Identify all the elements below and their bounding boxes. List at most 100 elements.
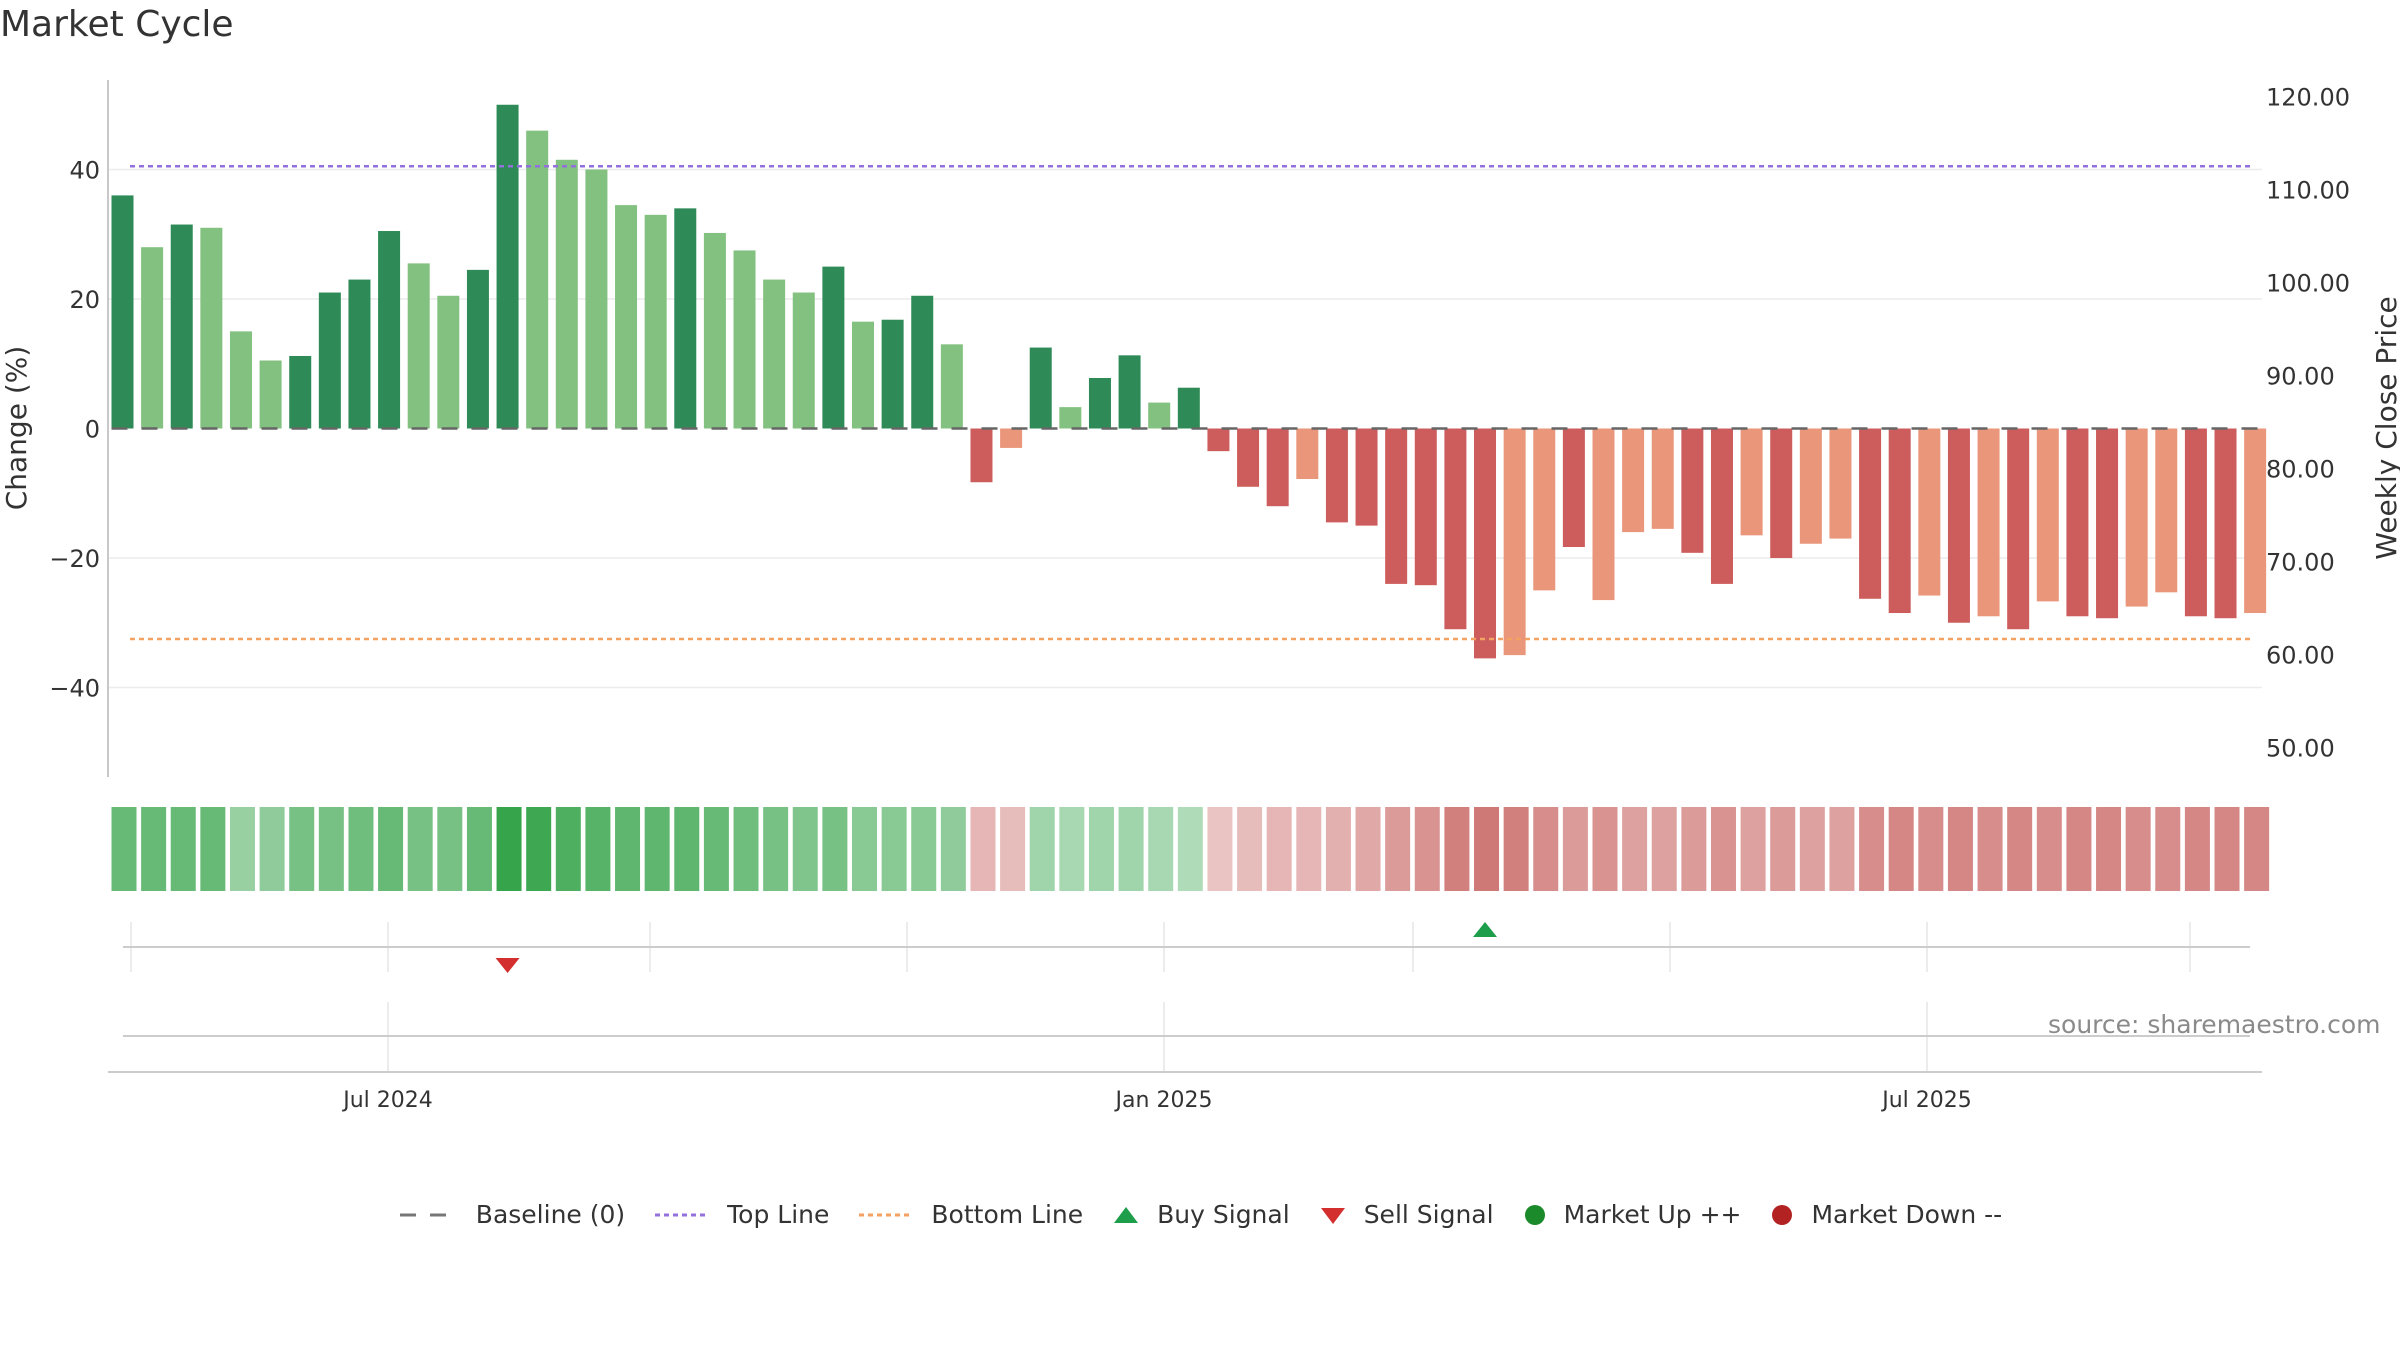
dotted-line-purple-icon: [655, 1213, 710, 1216]
legend-market-down[interactable]: Market Down --: [1769, 1200, 2002, 1229]
bar: [733, 250, 756, 429]
bar: [555, 159, 578, 429]
legend-bottom-line[interactable]: Bottom Line: [857, 1200, 1083, 1229]
legend-top-line[interactable]: Top Line: [653, 1200, 829, 1229]
heat-cell: [2155, 807, 2181, 891]
x-tick-label: Jul 2025: [1880, 1088, 1972, 1113]
bar: [2066, 428, 2089, 617]
circle-green-icon: [1524, 1204, 1545, 1225]
y-tick-label: −40: [49, 675, 100, 703]
bar: [1148, 402, 1171, 429]
bar: [200, 227, 223, 429]
bar: [1207, 428, 1230, 452]
bar: [1503, 428, 1526, 656]
bar: [763, 279, 786, 429]
heat-cell: [852, 807, 877, 891]
heat-cell: [170, 807, 196, 891]
heat-cell: [2244, 807, 2270, 891]
heat-strip: [111, 807, 2270, 891]
heat-cell: [644, 807, 670, 891]
heat-cell: [822, 807, 848, 891]
legend-sell-signal[interactable]: Sell Signal: [1318, 1200, 1494, 1229]
bar: [1355, 428, 1378, 526]
dashed-line-icon: [399, 1213, 458, 1216]
reference-lines: [111, 165, 2267, 641]
y2-tick-label: 80.00: [2266, 455, 2335, 483]
bar: [318, 292, 341, 429]
legend-market-up-label: Market Up ++: [1563, 1200, 1742, 1229]
bar: [348, 279, 371, 429]
heat-cell: [1474, 807, 1500, 891]
heat-cell: [2214, 807, 2240, 891]
heat-cell: [111, 807, 137, 891]
sell-signal-marker: [495, 958, 520, 973]
bar: [881, 319, 904, 429]
bar: [1029, 347, 1052, 429]
heat-cell: [1977, 807, 2003, 891]
bar: [1799, 428, 1822, 544]
y-tick-label: 20: [69, 286, 100, 314]
heat-cell: [1414, 807, 1440, 891]
legend-sell-signal-label: Sell Signal: [1363, 1200, 1494, 1229]
heat-cell: [229, 807, 255, 891]
chart-title: Market Cycle: [0, 4, 234, 45]
heat-cell: [141, 807, 167, 891]
bar: [1859, 428, 1882, 599]
bar: [1266, 428, 1289, 507]
bar: [2214, 428, 2237, 619]
heat-cell: [585, 807, 611, 891]
bar: [1000, 428, 1023, 448]
heat-cell: [2066, 807, 2092, 891]
heat-cell: [1651, 807, 1677, 891]
heat-cell: [1385, 807, 1411, 891]
bar: [1444, 428, 1467, 630]
heat-cell: [2096, 807, 2122, 891]
heat-cell: [703, 807, 729, 891]
heat-cell: [1740, 807, 1766, 891]
heat-cell: [348, 807, 374, 891]
circle-red-icon: [1772, 1204, 1793, 1225]
bar: [2244, 428, 2267, 614]
heat-cell: [555, 807, 581, 891]
bar: [1533, 428, 1556, 591]
heat-cell: [289, 807, 315, 891]
heat-cell: [1148, 807, 1174, 891]
bar: [259, 360, 282, 429]
bar: [1237, 428, 1260, 487]
legend-baseline[interactable]: Baseline (0): [398, 1200, 625, 1229]
heat-cell: [1207, 807, 1233, 891]
bar: [466, 269, 489, 429]
source-credit: source: sharemaestro.com: [2048, 1010, 2381, 1039]
heat-cell: [970, 807, 996, 891]
bar: [615, 205, 638, 429]
heat-cell: [1533, 807, 1559, 891]
heat-cell: [378, 807, 404, 891]
triangle-up-icon: [1114, 1206, 1139, 1223]
bar: [940, 344, 963, 429]
heat-cell: [2007, 807, 2033, 891]
heat-cell: [1681, 807, 1707, 891]
legend-market-up[interactable]: Market Up ++: [1522, 1200, 1742, 1229]
bar: [1414, 428, 1437, 586]
heat-cell: [1503, 807, 1529, 891]
heat-cell: [1770, 807, 1796, 891]
heat-cell: [940, 807, 966, 891]
bar: [141, 247, 164, 429]
x-tick-label: Jan 2025: [1114, 1088, 1213, 1113]
heat-cell: [318, 807, 344, 891]
bar: [644, 214, 667, 429]
y2-tick-label: 60.00: [2266, 641, 2335, 669]
heat-cell: [1444, 807, 1470, 891]
legend-buy-signal[interactable]: Buy Signal: [1111, 1200, 1290, 1229]
heat-cell: [466, 807, 492, 891]
heat-cell: [1947, 807, 1973, 891]
axes: 40 20 0 −20 −40 Change (%) 120.00 110.00 100.00 9…: [0, 80, 2400, 777]
y-axis-title: Change (%): [0, 346, 33, 511]
bar-series: [111, 104, 2267, 659]
heat-cell: [1355, 807, 1381, 891]
bar: [170, 224, 193, 429]
bar: [1977, 428, 2000, 617]
y-tick-label: 0: [85, 416, 100, 444]
heat-cell: [200, 807, 226, 891]
